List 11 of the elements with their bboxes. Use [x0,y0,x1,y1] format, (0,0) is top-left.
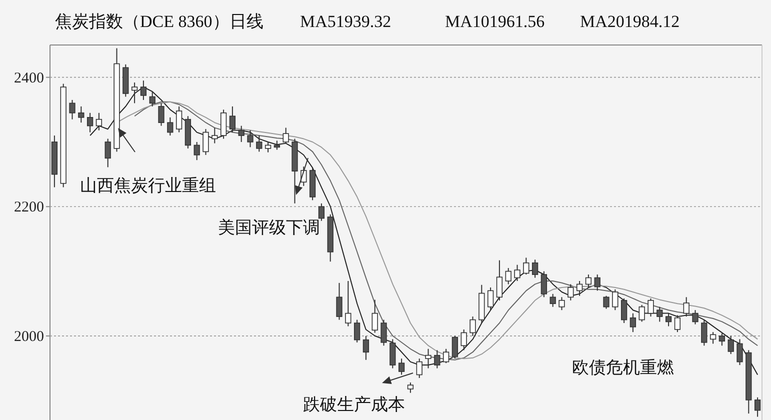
y-tick-label: 2200 [14,200,44,216]
chart-title: 焦炭指数（DCE 8360）日线 [55,12,264,31]
annotation: 山西焦炭行业重组 [80,176,216,195]
annotation: 美国评级下调 [218,218,320,237]
annotation: MA51939.32 [300,12,392,31]
annotation: 欧债危机重燃 [572,358,674,377]
y-tick-label: 2000 [14,328,44,345]
annotation: 跌破生产成本 [303,395,405,414]
annotation: MA101961.56 [445,12,545,31]
y-tick-label: 2400 [14,70,44,86]
annotation: MA201984.12 [580,12,680,31]
